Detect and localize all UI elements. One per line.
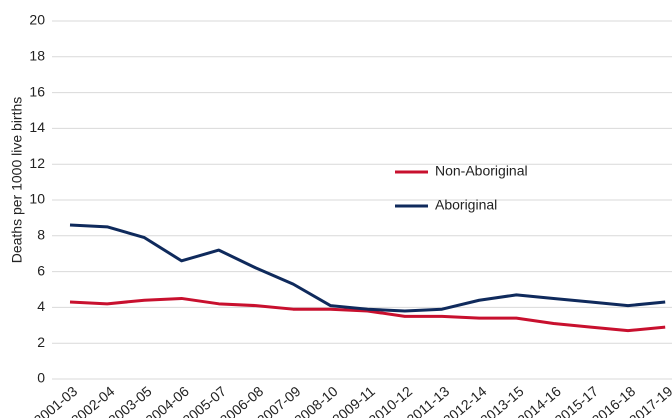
y-tick-label: 4 [37,298,45,314]
y-tick-label: 0 [37,370,45,386]
x-tick-label: 2017-19 [626,383,672,418]
y-tick-label: 6 [37,262,45,278]
y-tick-label: 14 [29,119,45,135]
y-tick-label: 8 [37,227,45,243]
y-axis-label: Deaths per 1000 live births [9,97,25,264]
y-tick-label: 12 [29,155,45,171]
line-series [69,223,666,313]
y-tick-label: 2 [37,334,45,350]
y-tick-label: 18 [29,48,45,64]
y-tick-label: 10 [29,191,45,207]
y-tick-label: 16 [29,83,45,99]
y-tick-label: 20 [29,12,45,28]
line-series [69,296,666,333]
legend-label: Non-Aboriginal [435,163,528,179]
legend-label: Aboriginal [435,197,497,213]
